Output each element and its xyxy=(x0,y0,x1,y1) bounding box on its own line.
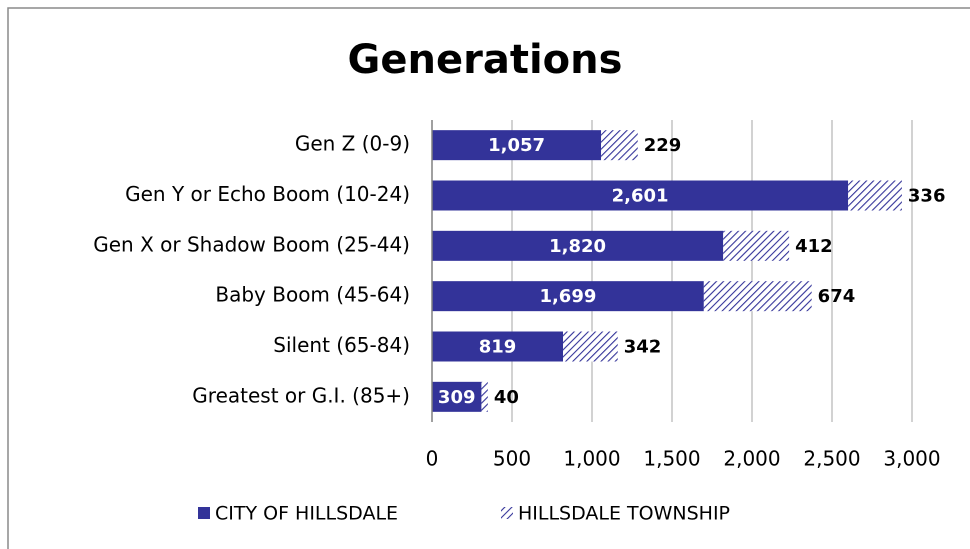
y-tick-label: Gen X or Shadow Boom (25-44) xyxy=(93,232,410,256)
bar xyxy=(601,130,638,161)
legend-label: CITY OF HILLSDALE xyxy=(215,503,398,525)
bar xyxy=(432,180,849,211)
data-label: 1,699 xyxy=(539,286,596,307)
frame xyxy=(7,7,970,549)
data-label: 1,820 xyxy=(549,236,606,257)
data-label: 819 xyxy=(479,337,517,358)
chart-title: Generations xyxy=(348,37,623,83)
legend-swatch xyxy=(198,507,210,519)
x-tick-label: 1,000 xyxy=(563,447,620,471)
data-label: 309 xyxy=(438,387,476,408)
legend-swatch xyxy=(501,507,513,519)
bar xyxy=(703,281,812,312)
bar xyxy=(563,331,618,362)
bar xyxy=(481,381,488,412)
data-label: 336 xyxy=(908,186,946,207)
x-tick-label: 2,000 xyxy=(723,447,780,471)
bar xyxy=(432,130,602,161)
bar xyxy=(723,230,790,261)
y-tick-label: Silent (65-84) xyxy=(273,333,410,357)
data-label: 40 xyxy=(494,387,519,408)
data-label: 342 xyxy=(624,337,662,358)
data-label: 229 xyxy=(644,135,682,156)
bar xyxy=(432,230,724,261)
x-tick-label: 500 xyxy=(493,447,531,471)
x-tick-label: 2,500 xyxy=(803,447,860,471)
y-tick-label: Gen Y or Echo Boom (10-24) xyxy=(125,182,410,206)
bar xyxy=(432,331,564,362)
legend-label: HILLSDALE TOWNSHIP xyxy=(518,503,730,525)
data-label: 674 xyxy=(818,286,856,307)
data-label: 2,601 xyxy=(612,186,669,207)
bar xyxy=(848,180,902,211)
x-tick-label: 1,500 xyxy=(643,447,700,471)
x-tick-label: 0 xyxy=(426,447,439,471)
y-tick-label: Greatest or G.I. (85+) xyxy=(192,383,410,407)
data-label: 1,057 xyxy=(488,135,545,156)
y-tick-label: Gen Z (0-9) xyxy=(295,132,410,156)
x-tick-label: 3,000 xyxy=(883,447,940,471)
bar xyxy=(432,381,482,412)
bar xyxy=(432,281,704,312)
y-tick-label: Baby Boom (45-64) xyxy=(215,283,410,307)
data-label: 412 xyxy=(795,236,833,257)
